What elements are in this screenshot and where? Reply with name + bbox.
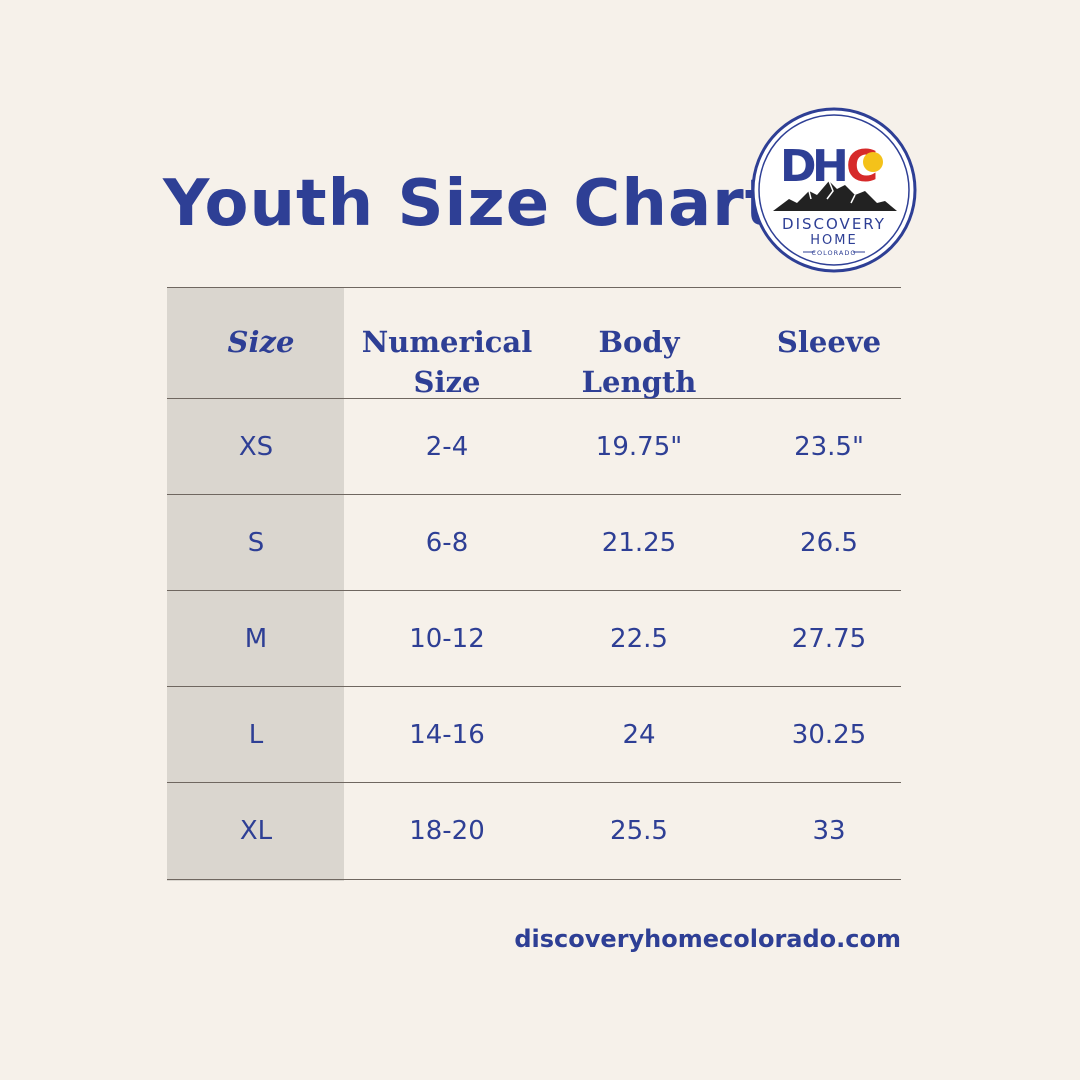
logo-text-home: HOME xyxy=(810,233,857,248)
cell-numerical-size: 2-4 xyxy=(425,432,469,462)
logo-text-discovery: DISCOVERY xyxy=(782,215,886,233)
cell-numerical-size: 10-12 xyxy=(409,624,485,654)
page-title: Youth Size Chart xyxy=(163,167,777,241)
cell-size: M xyxy=(244,624,268,654)
cell-body-length: 25.5 xyxy=(610,816,668,846)
logo-inner-ring xyxy=(758,114,910,266)
table-rule-row-3 xyxy=(167,686,901,687)
header-numerical-size: Numerical Size xyxy=(361,325,533,399)
cell-size: XS xyxy=(238,432,274,462)
cell-sleeve: 30.25 xyxy=(791,720,867,750)
cell-body-length: 19.75" xyxy=(595,432,683,462)
cell-size: S xyxy=(247,528,265,558)
cell-sleeve: 33 xyxy=(812,816,846,846)
mountain-icon xyxy=(773,181,897,211)
cell-sleeve: 27.75 xyxy=(791,624,867,654)
table-rule-row-1 xyxy=(167,494,901,495)
header-size: Size xyxy=(227,325,295,359)
header-sleeve: Sleeve xyxy=(776,325,882,359)
logo-letter-d: D xyxy=(780,141,817,192)
cell-numerical-size: 14-16 xyxy=(409,720,485,750)
table-rule-top xyxy=(167,287,901,288)
logo-text-colorado: COLORADO xyxy=(812,249,857,257)
cell-size: XL xyxy=(239,816,273,846)
table-rule-bottom xyxy=(167,879,901,880)
cell-numerical-size: 18-20 xyxy=(409,816,485,846)
mountain-snow-icon xyxy=(808,180,856,204)
dhc-logo: D H C DISCOVERY HOME COLORADO xyxy=(751,107,917,273)
header-body-length: Body Length xyxy=(581,325,697,399)
table-rule-row-4 xyxy=(167,782,901,783)
cell-body-length: 24 xyxy=(622,720,656,750)
cell-sleeve: 23.5" xyxy=(794,432,864,462)
cell-body-length: 21.25 xyxy=(601,528,677,558)
cell-body-length: 22.5 xyxy=(610,624,668,654)
sun-icon xyxy=(863,152,883,172)
cell-numerical-size: 6-8 xyxy=(425,528,469,558)
website-link[interactable]: discoveryhomecolorado.com xyxy=(514,925,901,953)
table-rule-row-2 xyxy=(167,590,901,591)
cell-sleeve: 26.5 xyxy=(800,528,858,558)
table-rule-header xyxy=(167,398,901,399)
cell-size: L xyxy=(248,720,264,750)
size-chart-table: Size Numerical Size Body Length Sleeve X… xyxy=(167,287,901,881)
